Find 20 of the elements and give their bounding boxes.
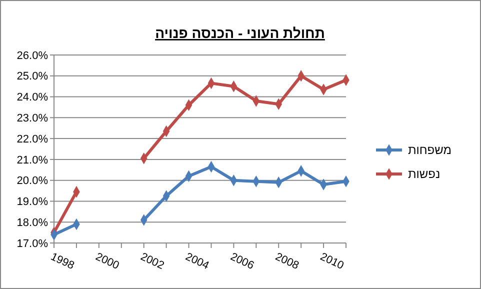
y-tick-label: 21.0%: [16, 154, 48, 166]
legend-label: נפשות: [408, 167, 440, 182]
y-tick-label: 20.0%: [16, 175, 48, 188]
y-tick-label: 25.0%: [16, 70, 48, 83]
chart-title: תחולת העוני - הכנסה פנויה: [155, 25, 325, 41]
x-tick-label: 2004: [184, 250, 211, 272]
legend-label: משפחות: [408, 143, 452, 158]
x-tick-label: 2002: [138, 250, 166, 272]
y-tick-label: 22.0%: [16, 133, 48, 146]
x-tick-label: 2008: [273, 250, 301, 272]
x-tick-label: 2006: [228, 250, 256, 272]
y-tick-label: 26.0%: [16, 50, 48, 62]
x-tick-label: 2000: [94, 250, 121, 272]
x-tick-label: 1998: [48, 250, 76, 272]
y-tick-label: 24.0%: [16, 92, 48, 104]
y-tick-label: 19.0%: [16, 196, 48, 208]
y-tick-label: 17.0%: [16, 238, 48, 250]
y-tick-label: 18.0%: [16, 216, 48, 229]
y-tick-label: 23.0%: [16, 112, 48, 125]
x-tick-label: 2010: [318, 250, 346, 272]
